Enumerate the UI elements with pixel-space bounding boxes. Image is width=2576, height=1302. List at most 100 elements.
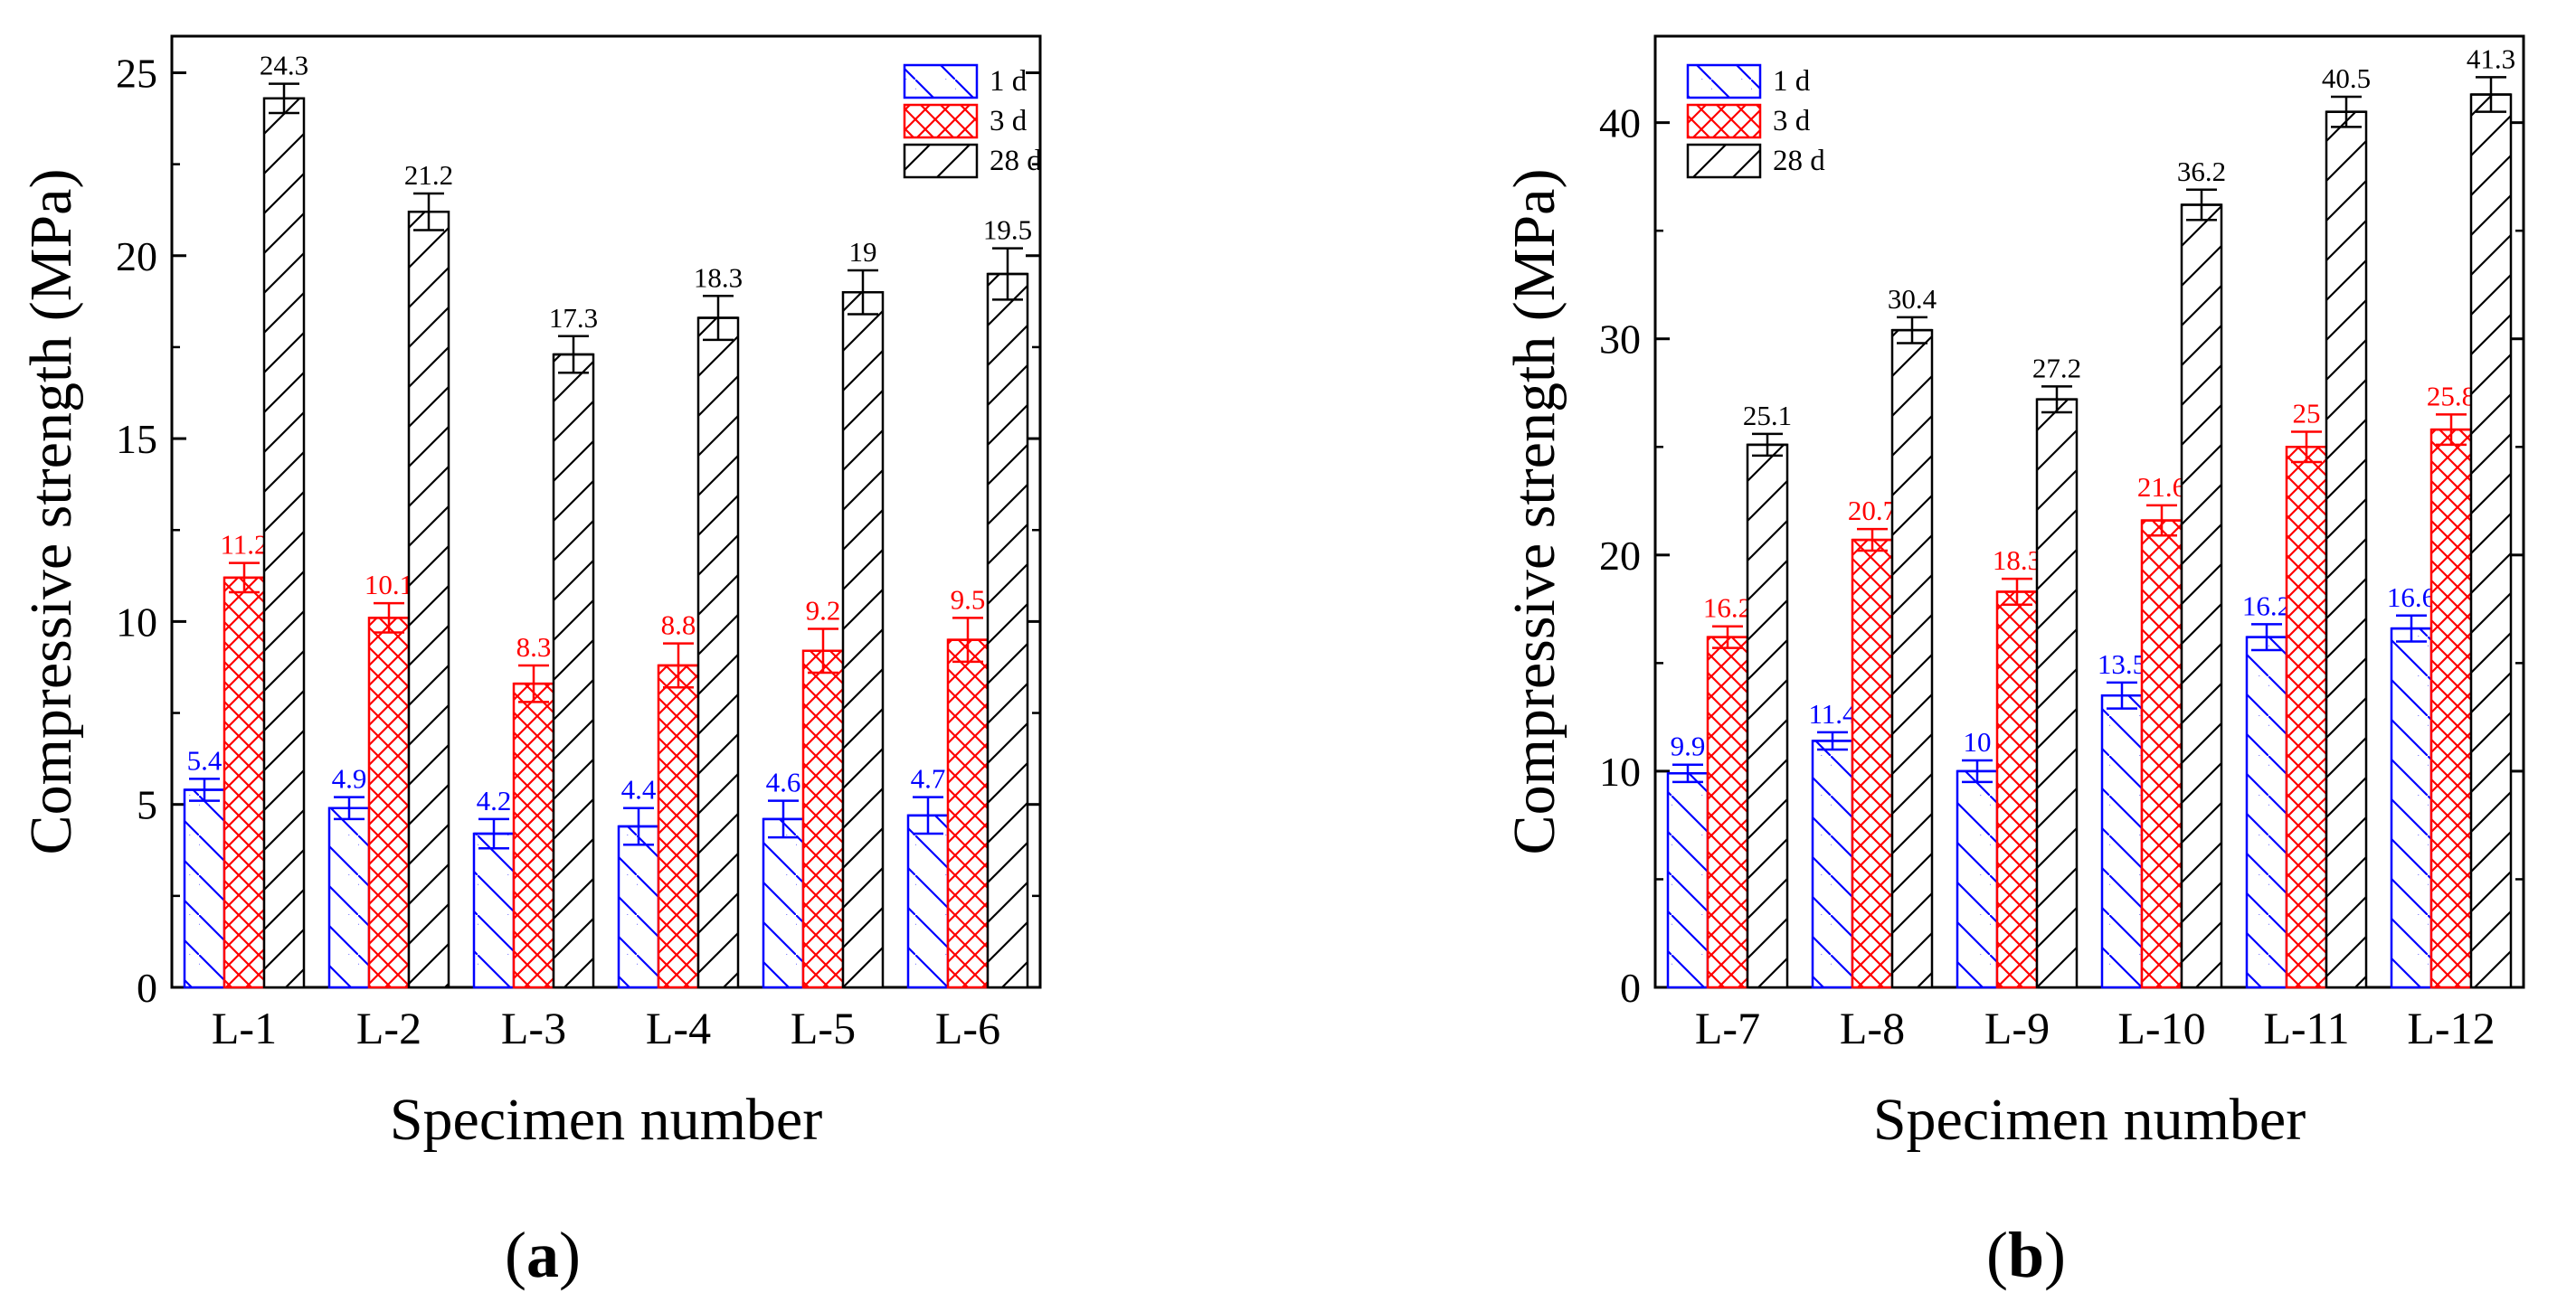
chart-layer: 0 5 10 15 20 25 L-1 5.4 11.2 24.3 L-2 4.9 10.1 21.2 L-…: [18, 34, 2525, 1291]
data-label: 5.4: [187, 744, 223, 776]
data-label: 4.6: [766, 767, 801, 798]
bar-28d-L-2: [407, 210, 450, 989]
legend-swatch: [1686, 103, 1762, 139]
data-label: 19: [849, 236, 877, 268]
legend-label: 1 d: [1773, 65, 1811, 98]
legend-swatch: [1686, 143, 1762, 179]
data-label: 17.3: [549, 302, 598, 334]
data-label: 24.3: [260, 50, 308, 81]
data-label: 10.1: [365, 569, 413, 600]
bar-28d-L-10: [2180, 203, 2223, 989]
error-bar: [2182, 188, 2221, 222]
error-bar: [763, 799, 803, 839]
bar-1d-L-7: [1666, 772, 1709, 989]
legend-label: 28 d: [990, 145, 1042, 177]
bar-28d-L-7: [1746, 443, 1789, 989]
x-tick-label: L-8: [1840, 1003, 1905, 1053]
x-tick-label: L-5: [791, 1003, 856, 1053]
y-axis-title: Compressive strength (MPa): [18, 169, 84, 855]
bar-28d-L-11: [2325, 110, 2368, 989]
bar-1d-L-6: [906, 814, 950, 989]
data-label: 16.2: [2242, 590, 2291, 621]
data-label: 41.3: [2467, 42, 2515, 74]
y-tick-label: 10: [116, 599, 157, 645]
x-tick-label: L-4: [646, 1003, 711, 1053]
bar-28d-L-1: [262, 97, 306, 989]
bar-1d-L-3: [472, 832, 516, 989]
error-bar: [2247, 623, 2287, 652]
data-label: 4.2: [477, 785, 512, 816]
error-bar: [474, 817, 514, 850]
legend-swatch: [1686, 63, 1762, 99]
error-bar: [224, 561, 264, 594]
bar-28d-L-8: [1890, 328, 1934, 989]
plot-frame: [170, 34, 1042, 989]
bar-3d-L-7: [1706, 636, 1749, 989]
bar-1d-L-11: [2245, 636, 2288, 989]
bar-3d-L-1: [223, 576, 266, 989]
x-tick-label: L-10: [2117, 1003, 2205, 1053]
data-label: 4.4: [621, 774, 657, 806]
x-tick-label: L-6: [935, 1003, 1000, 1053]
y-tick-label: 0: [1620, 965, 1641, 1011]
x-tick-label: L-1: [212, 1003, 277, 1053]
data-label: 13.5: [2098, 648, 2146, 680]
legend-label: 3 d: [990, 105, 1028, 137]
y-tick-label: 5: [137, 782, 157, 828]
error-bar: [908, 796, 948, 835]
y-axis-title: Compressive strength (MPa): [1501, 169, 1567, 855]
legend: 1 d 3 d 28 d: [903, 63, 1042, 179]
bar-1d-L-1: [183, 788, 226, 989]
chart-panel-a: 0 5 10 15 20 25 L-1 5.4 11.2 24.3 L-2 4.9 10.1 21.2 L-…: [18, 34, 1042, 1291]
error-bar: [554, 335, 593, 374]
bar-1d-L-5: [762, 817, 805, 989]
bar-1d-L-12: [2390, 627, 2433, 989]
data-label: 8.3: [516, 631, 552, 663]
bar-1d-L-9: [1956, 769, 1999, 989]
data-label: 18.3: [694, 261, 743, 293]
plot-frame: [1653, 34, 2525, 989]
y-tick-label: 25: [116, 50, 157, 96]
error-bar: [988, 247, 1028, 301]
bar-3d-L-10: [2140, 519, 2183, 989]
data-label: 9.2: [806, 594, 841, 626]
y-tick-label: 30: [1599, 316, 1641, 363]
legend-label: 1 d: [990, 65, 1028, 98]
data-label: 25.8: [2427, 380, 2476, 411]
error-bar: [1708, 625, 1747, 649]
data-label: 25: [2293, 398, 2321, 429]
data-label: 9.5: [951, 583, 986, 615]
bar-3d-L-2: [367, 617, 411, 989]
error-bar: [1892, 316, 1932, 344]
legend-swatch: [903, 143, 979, 179]
y-tick-label: 20: [116, 233, 157, 279]
data-label: 25.1: [1743, 400, 1792, 431]
bar-3d-L-9: [1995, 590, 2039, 989]
bar-3d-L-6: [946, 638, 990, 989]
y-tick-label: 15: [116, 416, 157, 462]
bar-3d-L-11: [2285, 446, 2328, 989]
data-label: 11.2: [220, 529, 268, 561]
bar-3d-L-4: [657, 664, 700, 989]
legend-swatch: [903, 63, 979, 99]
x-tick-label: L-2: [356, 1003, 421, 1053]
bar-1d-L-2: [327, 807, 371, 989]
data-label: 18.3: [1993, 544, 2041, 576]
data-label: 10: [1964, 726, 1992, 758]
error-bar: [843, 269, 883, 316]
y-tick-label: 0: [137, 965, 157, 1011]
error-bar: [2471, 76, 2511, 113]
bar-1d-L-4: [617, 825, 660, 989]
x-tick-label: L-12: [2407, 1003, 2495, 1053]
bar-3d-L-5: [801, 649, 845, 989]
data-label: 21.2: [404, 159, 453, 191]
error-bar: [619, 807, 658, 846]
error-bar: [948, 617, 988, 664]
bar-28d-L-5: [841, 290, 885, 989]
data-label: 20.7: [1848, 495, 1897, 526]
error-bar: [1852, 527, 1892, 552]
bar-28d-L-4: [696, 316, 740, 989]
error-bar: [264, 82, 304, 115]
error-bar: [329, 796, 369, 821]
